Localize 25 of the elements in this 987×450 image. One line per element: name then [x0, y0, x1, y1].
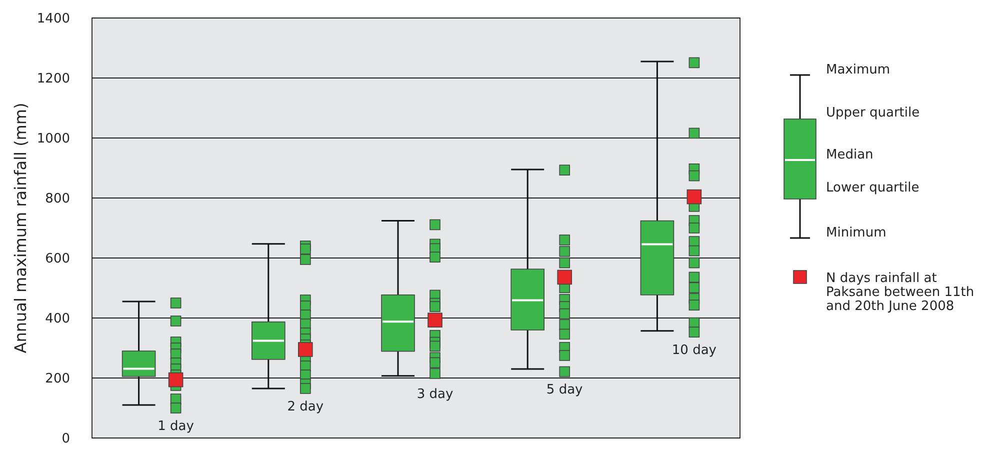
text: Upper quartile — [826, 106, 920, 121]
y-tick-label: 400 — [45, 312, 70, 327]
point — [428, 312, 442, 328]
text: Median — [826, 148, 874, 163]
y-tick-label: 1000 — [36, 132, 70, 147]
point — [298, 342, 313, 357]
y-tick-label: 600 — [45, 252, 70, 267]
x-tick-label: 1 day — [158, 419, 194, 434]
x-tick-label: 3 day — [416, 386, 454, 402]
point — [168, 372, 184, 388]
y-tick-label: 0 — [62, 432, 70, 447]
y-axis-title: Annual maximum rainfall (mm) — [11, 102, 30, 354]
y-tick-label: 1400 — [36, 12, 70, 27]
text: Maximum — [826, 62, 890, 78]
x-tick-label: 2 day — [287, 400, 324, 414]
legend-label: N days rainfall at Paksane between 11th and 20th June 2008 — [826, 271, 974, 314]
text: Minimum — [826, 226, 886, 241]
y-tick-label: 800 — [45, 192, 70, 207]
y-tick-label: 1200 — [36, 72, 70, 87]
point — [686, 189, 702, 204]
point — [557, 270, 572, 285]
x-tick-label: 5 day — [546, 382, 584, 398]
x-tick-label: 10 day — [672, 343, 717, 358]
y-tick-label: 200 — [45, 372, 70, 387]
text: Lower quartile — [826, 180, 920, 196]
